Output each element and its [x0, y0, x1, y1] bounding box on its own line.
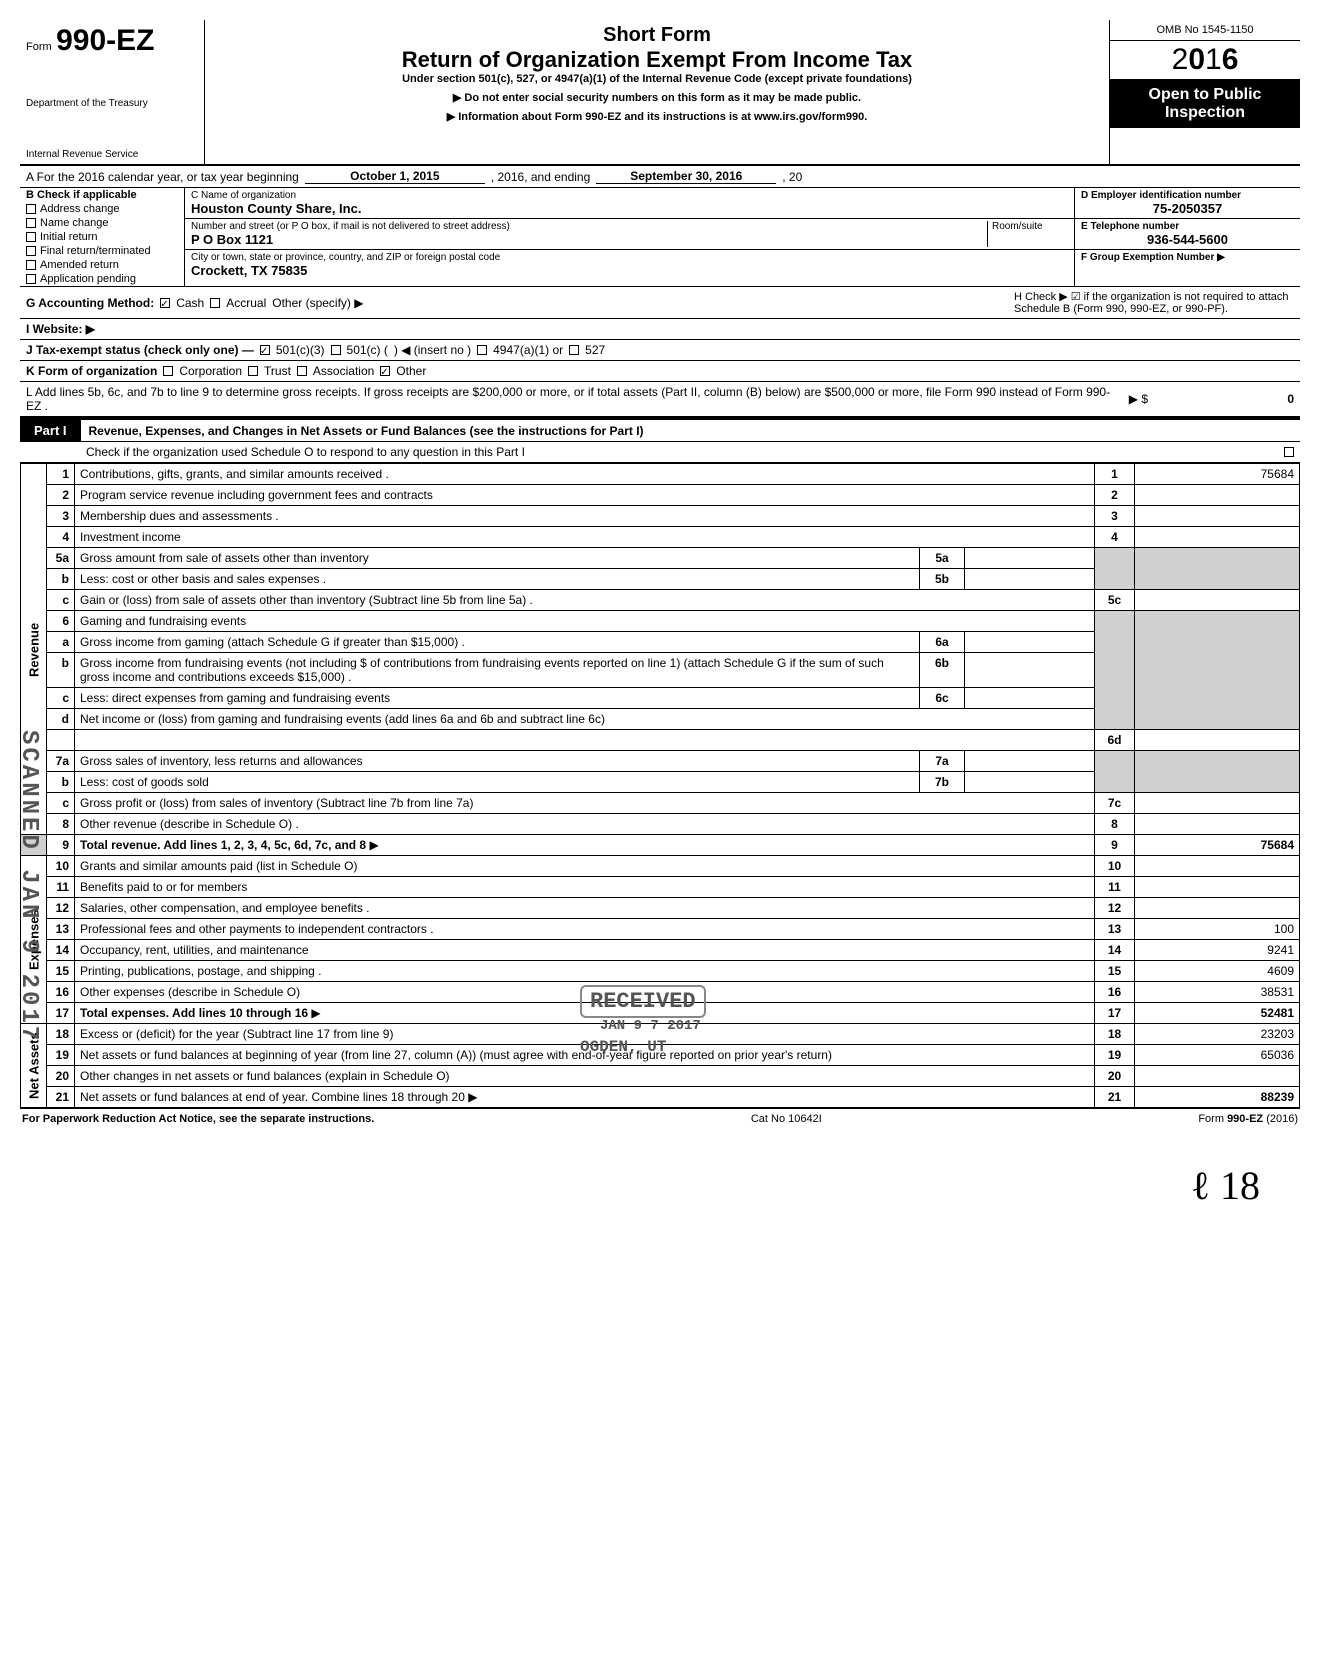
line-5c-value[interactable]: [1135, 590, 1300, 611]
short-form: Short Form: [213, 24, 1101, 47]
chk-final-return[interactable]: Final return/terminated: [20, 244, 184, 258]
info-note: ▶ Information about Form 990-EZ and its …: [213, 110, 1101, 123]
chk-cash[interactable]: [160, 298, 170, 308]
d-label: D Employer identification number: [1081, 190, 1294, 201]
part1-title: Revenue, Expenses, and Changes in Net As…: [81, 421, 652, 441]
line-i: I Website: ▶: [20, 319, 1300, 340]
line-18-value[interactable]: 23203: [1135, 1024, 1300, 1045]
line-a: A For the 2016 calendar year, or tax yea…: [20, 166, 1300, 188]
chk-application-pending[interactable]: Application pending: [20, 272, 184, 286]
line-g: G Accounting Method: Cash Accrual Other …: [20, 287, 1300, 319]
line-6d-value[interactable]: [1135, 730, 1300, 751]
netassets-label: Net Assets: [21, 1024, 47, 1108]
org-name[interactable]: Houston County Share, Inc.: [191, 201, 1068, 216]
e-label: E Telephone number: [1081, 221, 1294, 232]
line-7c-value[interactable]: [1135, 793, 1300, 814]
chk-501c[interactable]: [331, 345, 341, 355]
line-11-value[interactable]: [1135, 877, 1300, 898]
chk-527[interactable]: [569, 345, 579, 355]
line-k: K Form of organization Corporation Trust…: [20, 361, 1300, 382]
section-bcdef: B Check if applicable Address change Nam…: [20, 188, 1300, 287]
line-4-value[interactable]: [1135, 527, 1300, 548]
line-9-value[interactable]: 75684: [1135, 835, 1300, 856]
ein[interactable]: 75-2050357: [1081, 201, 1294, 216]
c-addr-label: Number and street (or P O box, if mail i…: [191, 221, 987, 232]
part1-table: Revenue 1Contributions, gifts, grants, a…: [20, 463, 1300, 1108]
ssn-note: ▶ Do not enter social security numbers o…: [213, 91, 1101, 104]
tax-year: 2016: [1110, 41, 1300, 80]
handwritten-initials: ℓ 18: [1191, 1162, 1260, 1209]
chk-501c3[interactable]: [260, 345, 270, 355]
form-number: 990-EZ: [56, 24, 154, 57]
chk-accrual[interactable]: [210, 298, 220, 308]
part1-header: Part I Revenue, Expenses, and Changes in…: [20, 418, 1300, 442]
line-13-value[interactable]: 100: [1135, 919, 1300, 940]
omb-no: OMB No 1545-1150: [1110, 20, 1300, 41]
footer-left: For Paperwork Reduction Act Notice, see …: [22, 1113, 374, 1125]
b-label: B Check if applicable: [20, 188, 184, 202]
page-footer: For Paperwork Reduction Act Notice, see …: [20, 1108, 1300, 1129]
line-15-value[interactable]: 4609: [1135, 961, 1300, 982]
line-12-value[interactable]: [1135, 898, 1300, 919]
line-20-value[interactable]: [1135, 1066, 1300, 1087]
subtitle: Under section 501(c), 527, or 4947(a)(1)…: [213, 73, 1101, 85]
chk-other-org[interactable]: [380, 366, 390, 376]
line-6a-value[interactable]: [965, 632, 1095, 653]
line-a-label: A For the 2016 calendar year, or tax yea…: [26, 170, 299, 184]
line-1-value[interactable]: 75684: [1135, 464, 1300, 485]
org-address[interactable]: P O Box 1121: [191, 232, 987, 247]
f-label: F Group Exemption Number ▶: [1081, 252, 1294, 263]
chk-trust[interactable]: [248, 366, 258, 376]
c-room-label: Room/suite: [992, 221, 1068, 232]
line-j: J Tax-exempt status (check only one) — 5…: [20, 340, 1300, 361]
dept-treasury: Department of the Treasury: [26, 98, 198, 109]
open-public: Open to Public Inspection: [1110, 80, 1300, 128]
chk-4947[interactable]: [477, 345, 487, 355]
l-value[interactable]: 0: [1154, 392, 1294, 406]
line-3-value[interactable]: [1135, 506, 1300, 527]
footer-right: Form 990-EZ (2016): [1198, 1113, 1298, 1125]
chk-address-change[interactable]: Address change: [20, 202, 184, 216]
chk-amended-return[interactable]: Amended return: [20, 258, 184, 272]
irs: Internal Revenue Service: [26, 149, 198, 160]
h-text: H Check ▶ ☑ if the organization is not r…: [1014, 290, 1294, 315]
telephone[interactable]: 936-544-5600: [1081, 232, 1294, 247]
chk-initial-return[interactable]: Initial return: [20, 230, 184, 244]
c-city-label: City or town, state or province, country…: [191, 252, 1068, 263]
line-17-value[interactable]: 52481: [1135, 1003, 1300, 1024]
form-header: Form 990-EZ Department of the Treasury I…: [20, 20, 1300, 166]
expenses-label: Expenses: [21, 856, 47, 1024]
chk-corp[interactable]: [163, 366, 173, 376]
part1-check: Check if the organization used Schedule …: [20, 442, 1300, 463]
line-a-begin[interactable]: October 1, 2015: [305, 169, 485, 184]
line-10-value[interactable]: [1135, 856, 1300, 877]
chk-schedule-o[interactable]: [1284, 447, 1294, 457]
form-prefix: Form: [26, 41, 52, 53]
revenue-label: Revenue: [21, 464, 47, 835]
line-6c-value[interactable]: [965, 688, 1095, 709]
line-6b-value[interactable]: [965, 653, 1095, 688]
line-5b-value[interactable]: [965, 569, 1095, 590]
line-7b-value[interactable]: [965, 772, 1095, 793]
line-16-value[interactable]: 38531: [1135, 982, 1300, 1003]
footer-mid: Cat No 10642I: [751, 1113, 822, 1125]
line-a-mid: , 2016, and ending: [491, 170, 590, 184]
line-14-value[interactable]: 9241: [1135, 940, 1300, 961]
line-8-value[interactable]: [1135, 814, 1300, 835]
part1-label: Part I: [20, 420, 81, 441]
c-name-label: C Name of organization: [191, 190, 1068, 201]
return-title: Return of Organization Exempt From Incom…: [213, 47, 1101, 73]
line-a-end[interactable]: September 30, 2016: [596, 169, 776, 184]
line-21-value[interactable]: 88239: [1135, 1087, 1300, 1108]
chk-name-change[interactable]: Name change: [20, 216, 184, 230]
org-city[interactable]: Crockett, TX 75835: [191, 263, 1068, 278]
line-19-value[interactable]: 65036: [1135, 1045, 1300, 1066]
line-5a-value[interactable]: [965, 548, 1095, 569]
line-l: L Add lines 5b, 6c, and 7b to line 9 to …: [20, 382, 1300, 418]
line-a-tail: , 20: [782, 170, 802, 184]
line-2-value[interactable]: [1135, 485, 1300, 506]
line-7a-value[interactable]: [965, 751, 1095, 772]
chk-assoc[interactable]: [297, 366, 307, 376]
